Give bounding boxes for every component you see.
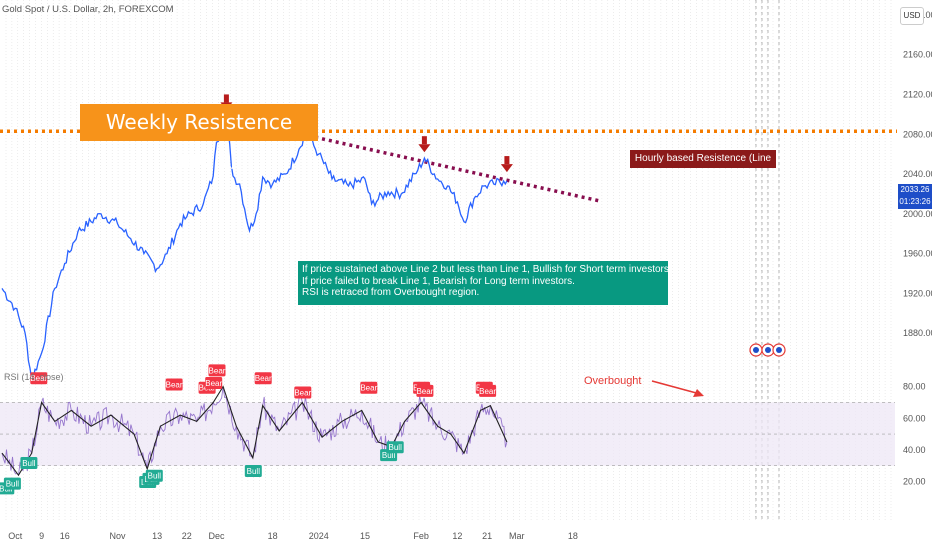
rsi-tick-label: 40.00	[903, 445, 926, 455]
note-line: If price failed to break Line 1, Bearish…	[302, 275, 575, 287]
y-axis: 1880.00 1920.00 1960.00 2000.00 2040.00 2080.…	[903, 10, 932, 487]
overbought-label: Overbought	[584, 375, 642, 387]
event-flag-icon	[753, 347, 759, 353]
signal-label: Bear	[479, 387, 496, 396]
x-axis: Oct 9 16 Nov 13 22 Dec 18 2024 15 Feb 12 21 Mar 18	[8, 531, 578, 541]
signal-label: Bull	[22, 459, 36, 468]
signal-tag	[165, 378, 183, 391]
signal-label: Bear	[416, 387, 433, 396]
signal-tag	[294, 386, 312, 399]
y-tick-label: 1920.00	[903, 288, 932, 298]
signal-label: Bull	[382, 451, 396, 460]
signal-label: Bear	[209, 366, 226, 375]
rsi-label: RSI (14, close)	[4, 372, 64, 382]
bar-countdown: 01:23:26	[899, 197, 931, 206]
x-tick-label: Nov	[109, 531, 126, 541]
x-tick-label: 15	[360, 531, 370, 541]
signal-label: Bull	[6, 480, 20, 489]
rsi-signals: BullBullBullBearBearBullBullBullBearBear…	[0, 364, 497, 495]
marker-arrow-head	[418, 144, 431, 153]
x-tick-label: 9	[39, 531, 44, 541]
price-series	[1, 116, 508, 382]
signal-tag	[386, 441, 404, 454]
marker-arrow-shaft	[223, 94, 229, 103]
signal-label: Bear	[360, 384, 377, 393]
signal-label: Bull	[389, 443, 403, 452]
y-tick-label: 2160.00	[903, 50, 932, 60]
overbought-arrowhead	[693, 389, 704, 397]
signal-label: Bull	[148, 472, 162, 481]
signal-tag	[3, 477, 21, 490]
signal-tag	[205, 376, 223, 389]
rsi-tick-label: 60.00	[903, 413, 926, 423]
signal-tag	[479, 384, 497, 397]
y-tick-label: 1880.00	[903, 328, 932, 338]
y-tick-label: 1960.00	[903, 249, 932, 259]
signal-label: Bear	[166, 381, 183, 390]
signal-label: Bear	[30, 374, 47, 383]
signal-tag	[145, 469, 163, 482]
signal-tag	[360, 381, 378, 394]
note-line: RSI is retraced from Overbought region.	[302, 287, 480, 298]
y-tick-label: 2080.00	[903, 129, 932, 139]
hourly-resistance-label: Hourly based Resistence (Line 2)	[630, 150, 776, 182]
signal-tag	[416, 384, 434, 397]
decorations	[651, 343, 786, 397]
x-tick-label: 21	[482, 531, 492, 541]
rsi-panel	[0, 385, 895, 477]
x-tick-label: Dec	[208, 531, 225, 541]
x-tick-label: 16	[60, 531, 70, 541]
marker-arrow-shaft	[421, 136, 427, 145]
y-tick-label: 2000.00	[903, 209, 932, 219]
analysis-note: If price sustained above Line 2 but less…	[298, 261, 672, 305]
current-price: 2033.26	[900, 185, 930, 194]
y-tick-label: 2040.00	[903, 169, 932, 179]
currency-button[interactable]: USD	[900, 7, 924, 25]
signal-tag	[208, 364, 226, 377]
x-tick-label: 13	[152, 531, 162, 541]
signal-tag	[254, 372, 272, 385]
x-tick-label: Mar	[509, 531, 525, 541]
signal-label: Bull	[247, 467, 261, 476]
price-line	[1, 116, 508, 382]
rsi-ma-line	[1, 385, 508, 477]
signal-tag	[30, 372, 48, 385]
overbought-arrow	[651, 380, 701, 395]
x-tick-label: 2024	[309, 531, 329, 541]
signal-label: Bear	[255, 374, 272, 383]
signal-label: Bear	[205, 379, 222, 388]
x-tick-label: 18	[568, 531, 578, 541]
marker-arrow-head	[500, 164, 513, 173]
signal-tag	[20, 457, 38, 470]
rsi-tick-label: 80.00	[903, 382, 926, 392]
event-flag-icon	[765, 347, 771, 353]
rsi-tick-label: 20.00	[903, 477, 926, 487]
marker-arrow-shaft	[504, 156, 510, 165]
y-tick-label: 2120.00	[903, 89, 932, 99]
chart-title: Gold Spot / U.S. Dollar, 2h, FOREXCOM	[2, 4, 174, 15]
note-line: If price sustained above Line 2 but less…	[302, 264, 672, 275]
current-price-tag: 2033.26 01:23:26	[898, 184, 932, 209]
x-tick-label: Oct	[8, 531, 23, 541]
signal-label: Bear	[294, 388, 311, 397]
event-flag-icon	[776, 347, 782, 353]
x-tick-label: 12	[452, 531, 462, 541]
weekly-resistance-label: Weekly Resistence (Line 1)	[80, 104, 318, 171]
x-tick-label: 18	[268, 531, 278, 541]
signal-tag	[244, 464, 262, 477]
x-tick-label: 22	[182, 531, 192, 541]
x-tick-label: Feb	[413, 531, 429, 541]
